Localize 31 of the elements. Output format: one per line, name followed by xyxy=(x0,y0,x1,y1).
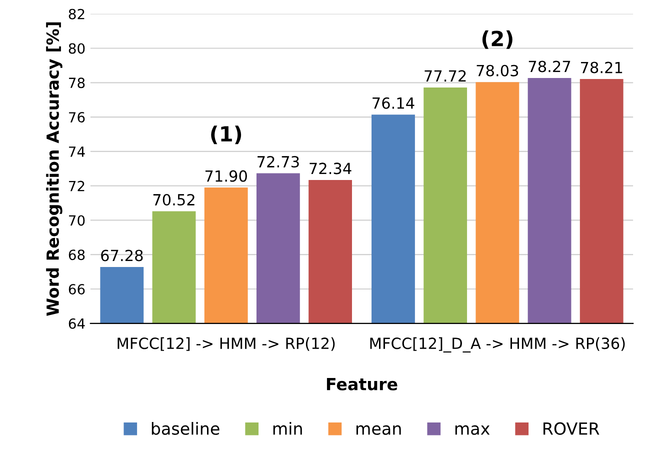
y-tick-label: 64 xyxy=(68,318,85,329)
legend-label: min xyxy=(273,422,302,435)
y-tick-label: 72 xyxy=(69,180,84,192)
data-label: 78.03 xyxy=(476,64,518,76)
y-tick-label: 76 xyxy=(69,112,85,123)
y-tick-label: 66 xyxy=(68,284,85,294)
y-tick-label: 70 xyxy=(69,215,85,226)
data-label: 76.14 xyxy=(372,97,414,109)
data-label: 78.27 xyxy=(528,60,570,72)
data-label: 70.52 xyxy=(153,194,194,206)
legend-label: mean xyxy=(356,425,401,435)
annotation: (2) xyxy=(482,30,512,49)
data-label: 77.72 xyxy=(424,70,466,82)
data-label: 71.90 xyxy=(205,170,247,182)
y-axis-title: Word Recognition Accuracy [%] xyxy=(46,22,62,316)
x-axis-title: Feature xyxy=(326,378,398,390)
x-tick-label: MFCC[12] -> HMM -> RP(12) xyxy=(118,337,335,351)
data-label: 72.34 xyxy=(310,162,352,174)
data-label: 67.28 xyxy=(101,250,143,262)
y-tick-label: 80 xyxy=(68,43,85,54)
y-tick-label: 78 xyxy=(69,78,85,88)
legend-label: baseline xyxy=(152,422,220,435)
annotation: (1) xyxy=(211,126,242,144)
y-tick-label: 82 xyxy=(68,8,84,20)
y-tick-label: 74 xyxy=(69,146,85,157)
x-tick-label: MFCC[12]_D_A -> HMM -> RP(36) xyxy=(370,337,625,352)
data-label: 72.73 xyxy=(258,156,299,168)
legend-label: ROVER xyxy=(544,422,600,435)
y-tick-label: 68 xyxy=(68,250,85,260)
data-label: 78.21 xyxy=(580,62,622,74)
legend-label: max xyxy=(455,425,490,435)
